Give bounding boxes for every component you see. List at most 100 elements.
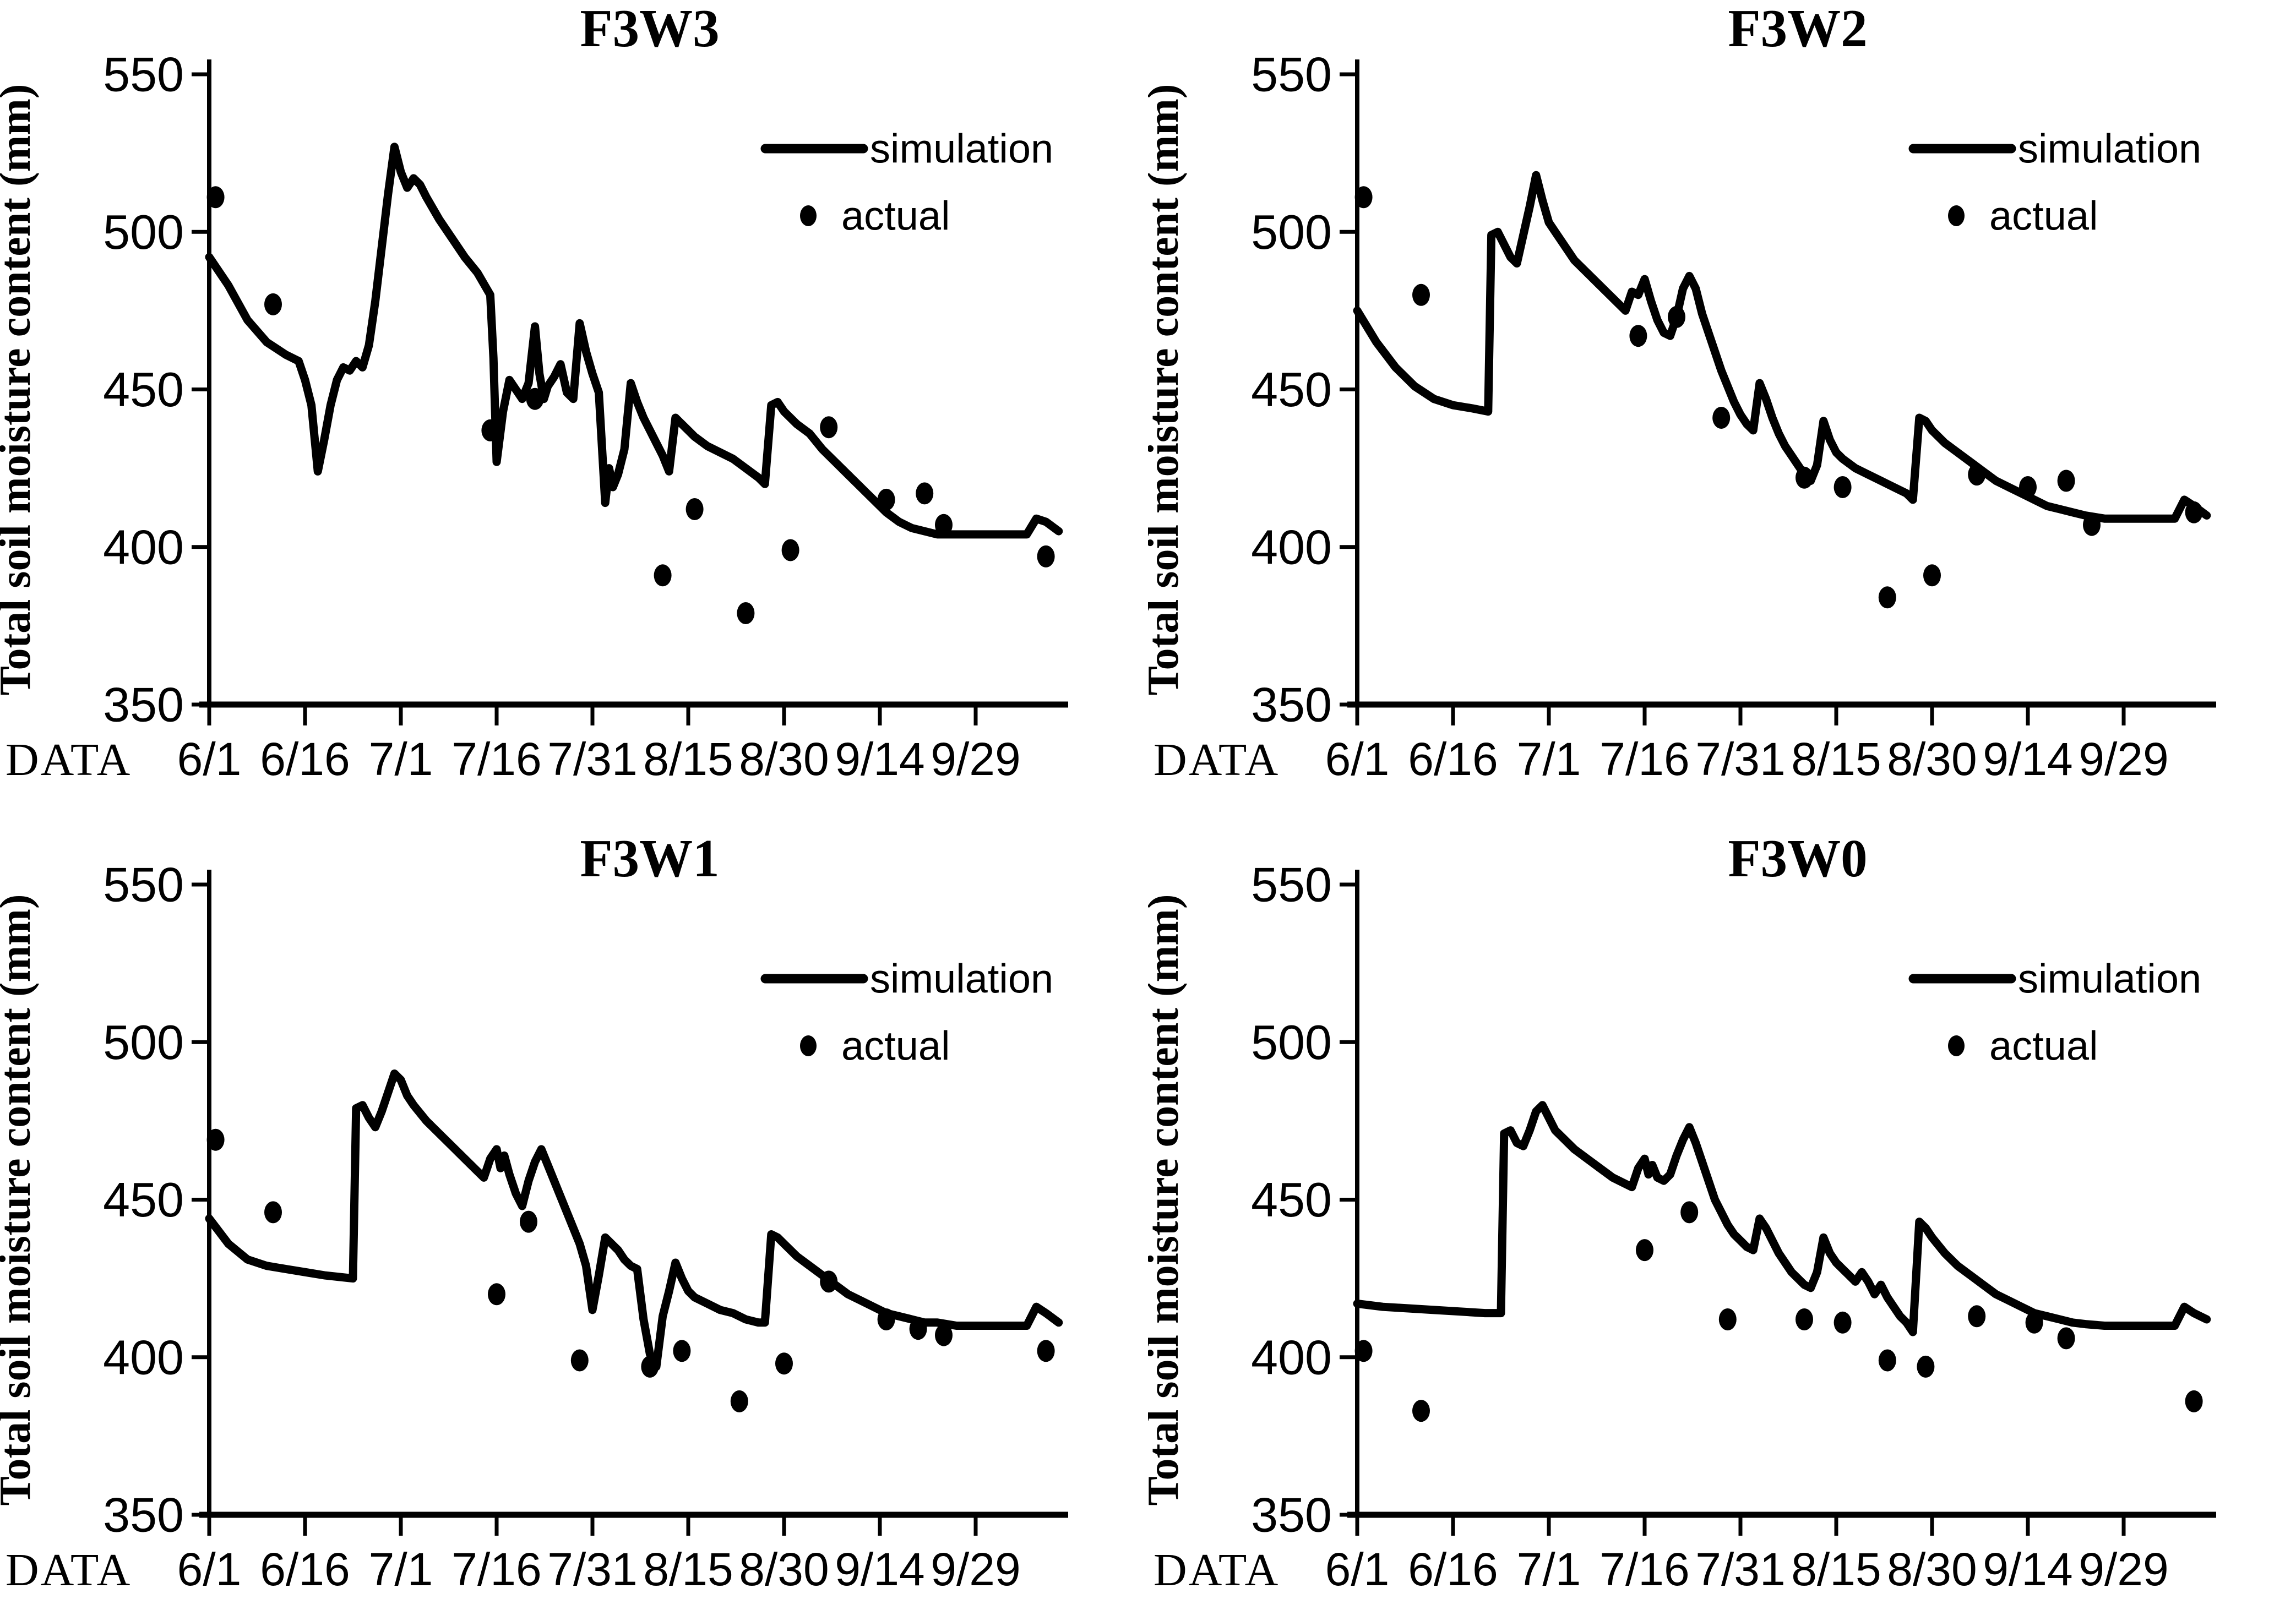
- x-tick-label: 9/14: [1983, 1543, 2073, 1595]
- legend-dot-sample: [800, 205, 817, 226]
- actual-point: [1412, 283, 1430, 306]
- actual-point: [1833, 1311, 1852, 1334]
- actual-point: [2057, 470, 2075, 492]
- actual-point: [1968, 463, 1986, 486]
- panel-title: F3W3: [580, 0, 719, 58]
- x-tick-label: 7/16: [451, 1543, 542, 1595]
- y-tick-label: 350: [1251, 1488, 1332, 1542]
- actual-point: [481, 419, 499, 441]
- actual-point: [1037, 1340, 1055, 1362]
- y-tick-label: 500: [1251, 205, 1332, 259]
- actual-point: [2057, 1327, 2075, 1350]
- simulation-line: [205, 143, 1063, 539]
- x-tick-label: 7/1: [1517, 733, 1581, 785]
- x-tick-label: 7/1: [369, 1543, 433, 1595]
- x-tick-label: 7/1: [369, 733, 433, 785]
- actual-point: [775, 1352, 793, 1375]
- x-tick-label: 9/29: [2079, 733, 2169, 785]
- x-tick-label: 6/1: [1325, 733, 1390, 785]
- legend-actual-label: actual: [1989, 1023, 2098, 1069]
- panel-title: F3W1: [580, 829, 719, 888]
- y-tick-label: 400: [103, 1330, 184, 1384]
- actual-point: [1668, 305, 1685, 328]
- actual-point: [877, 488, 895, 511]
- simulation-line: [1353, 1101, 2211, 1336]
- y-tick-label: 500: [103, 1015, 184, 1069]
- actual-point: [935, 1324, 953, 1346]
- x-tick-label: 9/14: [835, 733, 925, 785]
- simulation-line: [205, 1069, 1063, 1371]
- actual-point: [206, 186, 225, 209]
- y-axis-label: Total soil moisture content (mm): [0, 84, 40, 695]
- chart-f3w2-canvas: 350 400 450 500 550 6/1 6/16 7/1 7/16 7/31 8/15 8/3…: [1148, 0, 2216, 785]
- x-tick-label: 8/30: [739, 1543, 829, 1595]
- legend-actual-label: actual: [1989, 193, 2098, 239]
- actual-point: [737, 602, 755, 624]
- actual-point: [264, 293, 282, 315]
- y-axis-label: Total soil moisture content (mm): [1148, 84, 1188, 695]
- actual-point: [654, 564, 672, 587]
- x-tick-label: 8/30: [739, 733, 829, 785]
- legend-dot-sample: [1948, 1035, 1965, 1056]
- x-tick-label: 8/15: [643, 733, 733, 785]
- actual-point: [1923, 564, 1941, 587]
- x-tick-label: 9/14: [835, 1543, 925, 1595]
- x-tick-label: 7/31: [547, 733, 638, 785]
- y-tick-label: 450: [103, 362, 184, 417]
- actual-point: [2019, 476, 2037, 498]
- actual-point: [1796, 1308, 1813, 1330]
- actual-point: [730, 1390, 748, 1412]
- x-axis-label: DATA: [6, 734, 132, 785]
- y-tick-label: 500: [103, 205, 184, 259]
- panel-f3w3: 350 400 450 500 550 6/1 6/16 7/1 7/16 7/31 8/15 8/3…: [0, 0, 1148, 799]
- x-tick-label: 6/16: [1408, 733, 1498, 785]
- legend-actual-label: actual: [841, 193, 950, 239]
- simulation-line: [1353, 171, 2211, 523]
- actual-point: [206, 1128, 225, 1151]
- chart-f3w1-canvas: 350 400 450 500 550 6/1 6/16 7/1 7/16 7/31 8/15 8/3…: [0, 829, 1068, 1596]
- panel-f3w2: 350 400 450 500 550 6/1 6/16 7/1 7/16 7/31 8/15 8/3…: [1148, 0, 2296, 799]
- actual-point: [264, 1201, 282, 1224]
- legend-simulation-label: simulation: [2018, 956, 2201, 1002]
- actual-point: [2185, 1390, 2203, 1412]
- x-tick-label: 7/31: [1695, 1543, 1786, 1595]
- x-tick-label: 6/1: [177, 733, 242, 785]
- x-tick-label: 7/16: [451, 733, 542, 785]
- actual-point: [1917, 1355, 1935, 1378]
- y-tick-label: 550: [1251, 858, 1332, 912]
- x-tick-label: 7/16: [1599, 733, 1690, 785]
- x-tick-label: 8/30: [1887, 1543, 1977, 1595]
- y-tick-label: 400: [103, 520, 184, 574]
- actual-point: [685, 498, 704, 520]
- x-axis-label: DATA: [1154, 734, 1280, 785]
- actual-point: [1354, 1340, 1373, 1362]
- actual-point: [1968, 1305, 1986, 1328]
- actual-point: [909, 1318, 927, 1340]
- legend-simulation-label: simulation: [870, 956, 1053, 1002]
- x-tick-label: 7/1: [1517, 1543, 1581, 1595]
- actual-point: [820, 416, 838, 439]
- x-tick-label: 7/16: [1599, 1543, 1690, 1595]
- x-tick-label: 9/29: [2079, 1543, 2169, 1595]
- actual-point: [520, 1210, 537, 1233]
- actual-point: [1680, 1201, 1699, 1224]
- x-tick-label: 8/30: [1887, 733, 1977, 785]
- x-tick-label: 8/15: [643, 1543, 733, 1595]
- y-axis-label: Total soil moisture content (mm): [0, 894, 40, 1505]
- x-tick-label: 6/16: [260, 1543, 350, 1595]
- panel-title: F3W2: [1728, 0, 1867, 58]
- x-tick-label: 6/16: [1408, 1543, 1498, 1595]
- y-tick-label: 400: [1251, 1330, 1332, 1384]
- legend-simulation-label: simulation: [2018, 126, 2201, 172]
- actual-point: [877, 1308, 895, 1330]
- actual-point: [1712, 407, 1731, 429]
- actual-point: [1833, 476, 1852, 498]
- y-tick-label: 450: [103, 1172, 184, 1227]
- actual-point: [1412, 1400, 1430, 1422]
- y-tick-label: 450: [1251, 362, 1332, 417]
- actual-point: [935, 514, 953, 536]
- y-tick-label: 500: [1251, 1015, 1332, 1069]
- legend-actual-label: actual: [841, 1023, 950, 1069]
- actual-point: [570, 1349, 589, 1372]
